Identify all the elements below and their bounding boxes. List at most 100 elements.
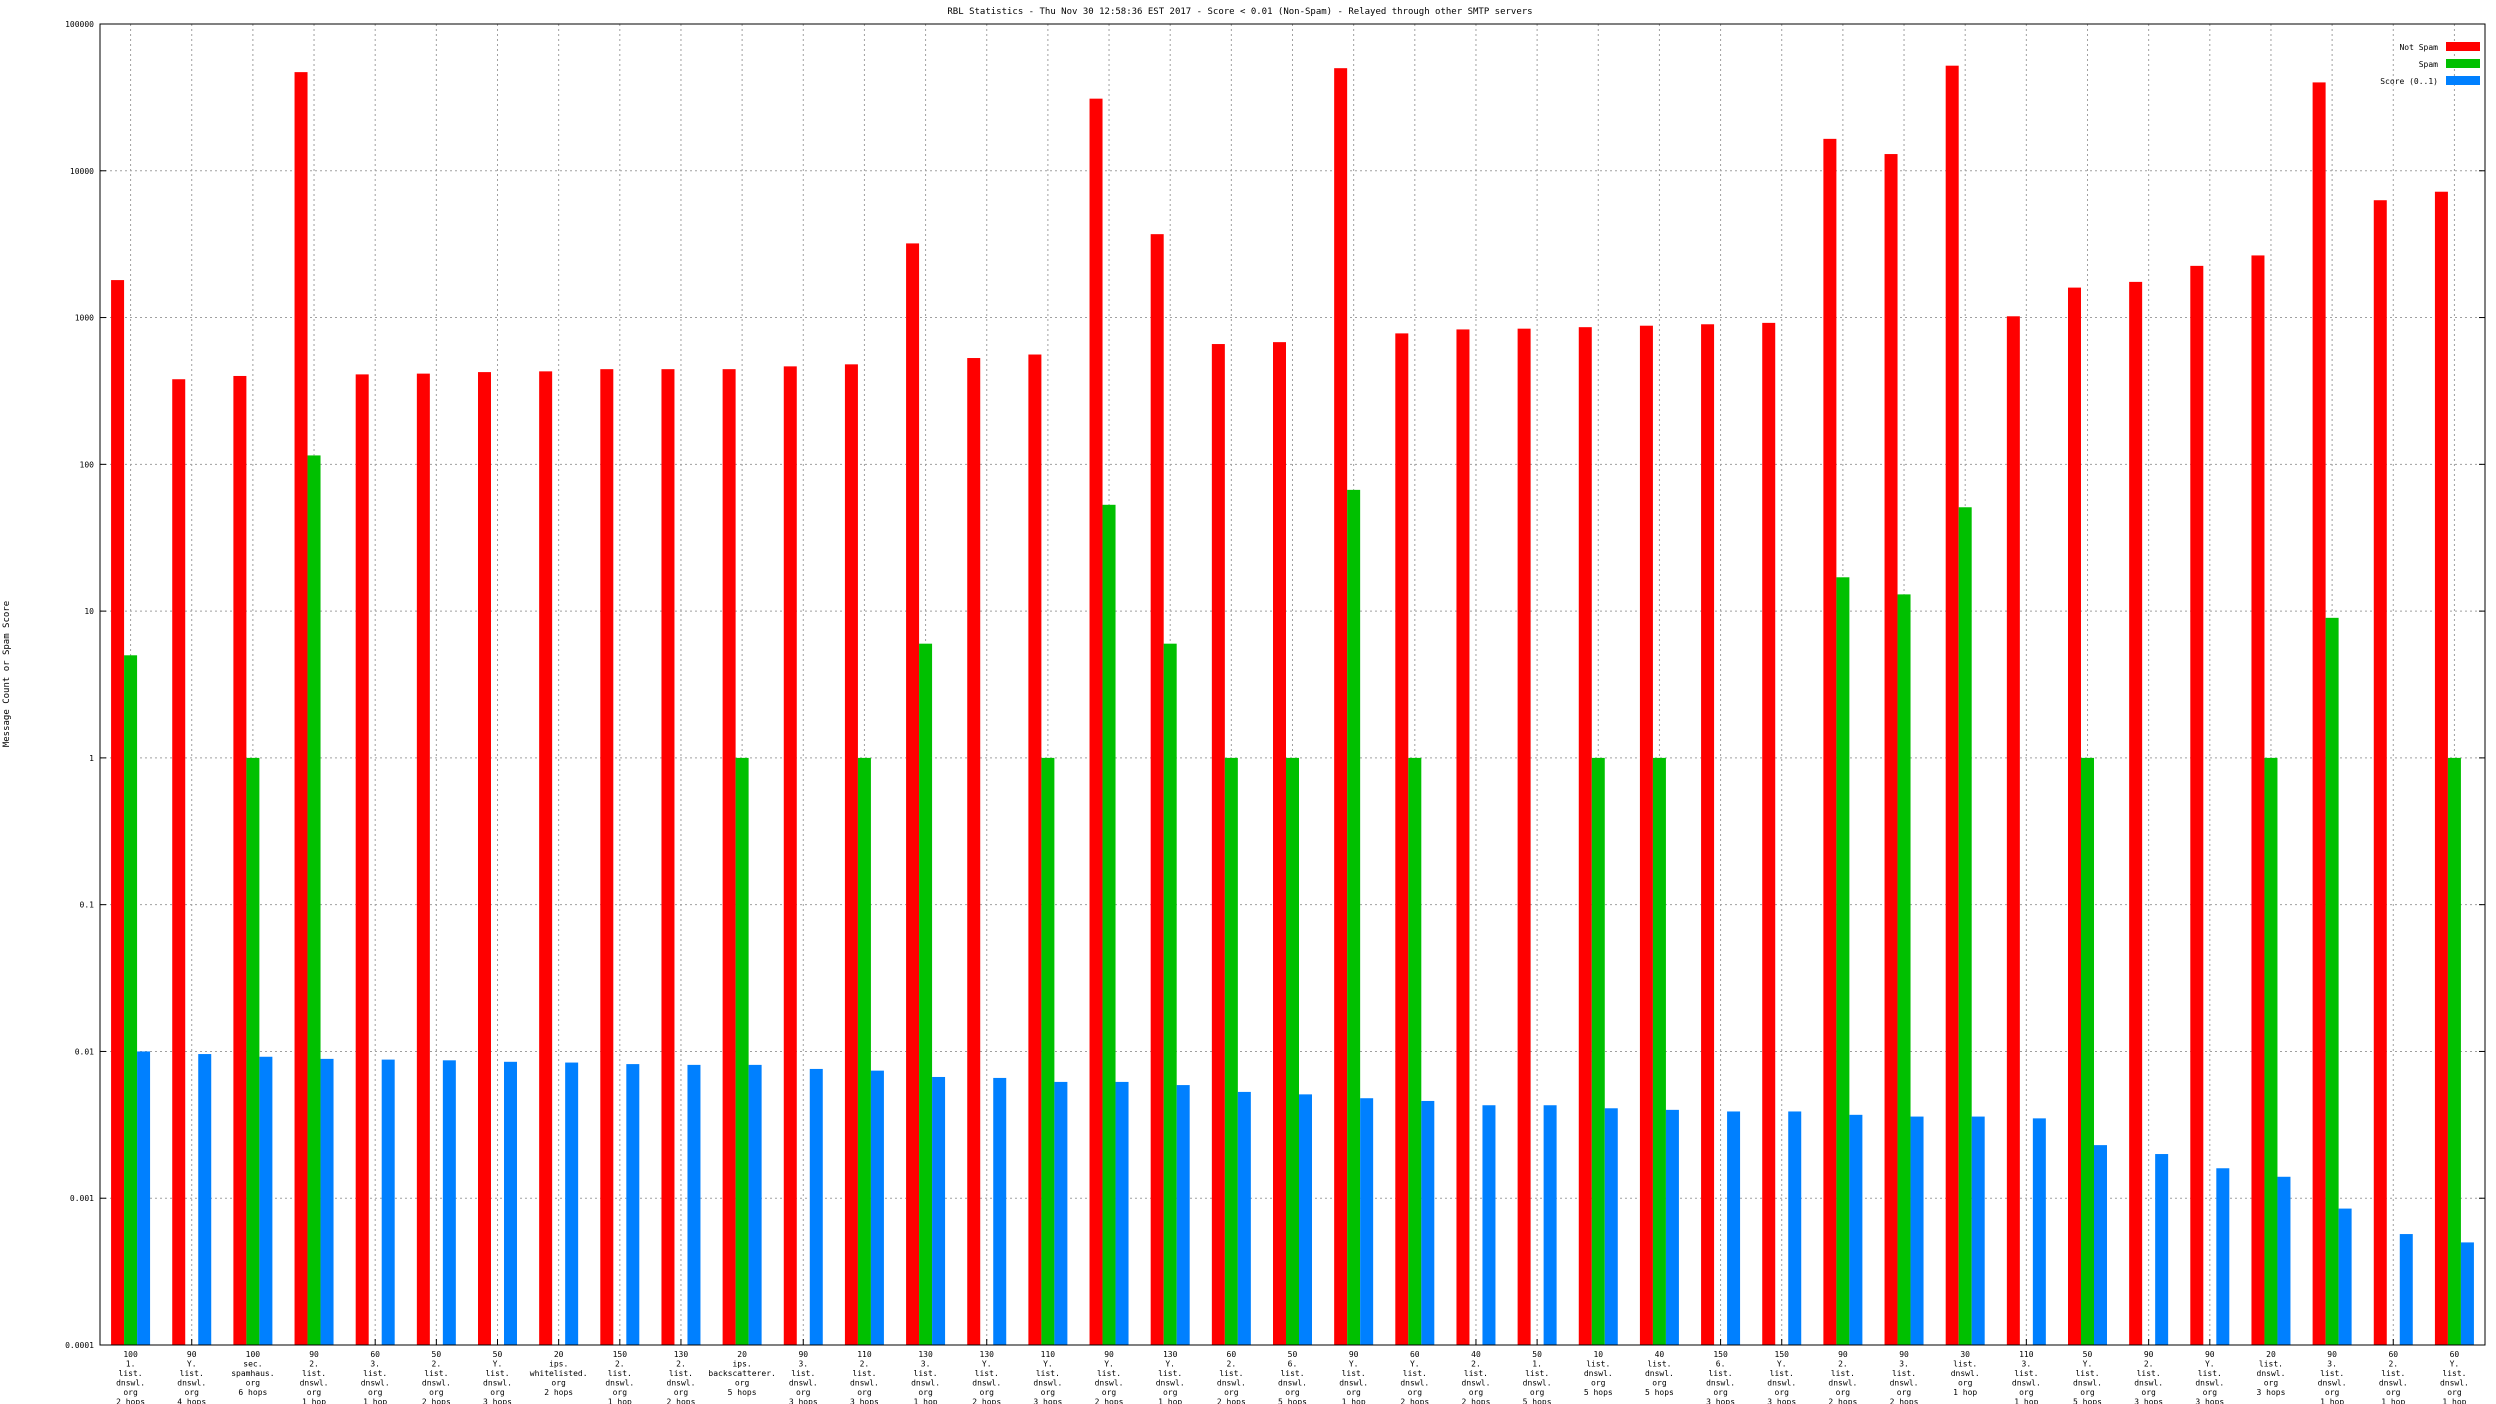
y-tick-label: 10000 bbox=[70, 167, 94, 176]
bar bbox=[1456, 329, 1470, 1345]
x-tick-label: 60 2. list. dnswl. org 2 hops bbox=[1217, 1350, 1246, 1404]
x-tick-label-line: dnswl. bbox=[2073, 1379, 2102, 1388]
x-tick-label-line: org bbox=[1102, 1388, 1117, 1397]
bar bbox=[1224, 757, 1238, 1345]
x-tick-label: 60 Y. list. dnswl. org 2 hops bbox=[1400, 1350, 1429, 1404]
bar bbox=[809, 1068, 823, 1345]
chart-title: RBL Statistics - Thu Nov 30 12:58:36 EST… bbox=[947, 7, 1532, 17]
x-tick-label-line: 3 hops bbox=[850, 1398, 879, 1404]
x-tick-label-line: org bbox=[307, 1388, 322, 1397]
x-tick-label-line: 2. bbox=[432, 1360, 442, 1369]
y-tick-label: 0.01 bbox=[75, 1047, 94, 1056]
x-tick-label-line: org bbox=[2203, 1388, 2218, 1397]
x-tick-label-line: sec. bbox=[243, 1360, 262, 1369]
x-tick-label-line: spamhaus. bbox=[231, 1369, 274, 1378]
bar bbox=[1054, 1081, 1068, 1345]
x-tick-label-line: 5 hops bbox=[1523, 1398, 1552, 1404]
y-tick-label: 1000 bbox=[75, 314, 94, 323]
y-tick-label: 100000 bbox=[65, 20, 94, 29]
x-tick-label-line: list. bbox=[363, 1369, 387, 1378]
x-tick-label-line: org bbox=[2325, 1388, 2340, 1397]
x-tick-label: 90 Y. list. dnswl. org 3 hops bbox=[2195, 1350, 2224, 1404]
bar bbox=[1543, 1105, 1557, 1345]
x-tick-label-line: list. bbox=[1158, 1369, 1182, 1378]
x-tick-label-line: list. bbox=[1342, 1369, 1366, 1378]
x-tick-label: 40 2. list. dnswl. org 2 hops bbox=[1462, 1350, 1491, 1404]
bar bbox=[2155, 1154, 2169, 1345]
bar bbox=[1517, 328, 1531, 1345]
bar bbox=[600, 369, 614, 1346]
y-tick-label: 0.0001 bbox=[65, 1341, 94, 1350]
x-tick-label-line: list. bbox=[302, 1369, 326, 1378]
x-tick-label: 40 list. dnswl. org 5 hops bbox=[1645, 1350, 1674, 1397]
x-tick-label-line: 2 hops bbox=[1890, 1398, 1919, 1404]
x-tick-label-line: list. bbox=[1770, 1369, 1794, 1378]
bar bbox=[1727, 1111, 1741, 1345]
bar bbox=[416, 373, 430, 1345]
bar bbox=[687, 1064, 701, 1345]
bar bbox=[246, 757, 260, 1345]
x-tick-label-line: 3 hops bbox=[2134, 1398, 2163, 1404]
x-tick-label-line: dnswl. bbox=[361, 1379, 390, 1388]
x-tick-label-line: 4 hops bbox=[177, 1398, 206, 1404]
x-tick-label-line: org bbox=[551, 1379, 566, 1388]
x-tick-label-line: list. bbox=[2320, 1369, 2344, 1378]
x-tick-label-line: Y. bbox=[187, 1360, 197, 1369]
legend: Not Spam Spam Score (0..1) bbox=[2380, 42, 2480, 86]
bar bbox=[442, 1060, 456, 1345]
legend-label: Score (0..1) bbox=[2380, 77, 2438, 86]
x-tick-label-line: 20 bbox=[554, 1350, 564, 1359]
bar bbox=[1089, 98, 1103, 1346]
x-tick-label-line: dnswl. bbox=[2195, 1379, 2224, 1388]
x-tick-label-line: list. bbox=[180, 1369, 204, 1378]
x-tick-label: 90 2. list. dnswl. org 3 hops bbox=[2134, 1350, 2163, 1404]
legend-swatch bbox=[2446, 42, 2480, 51]
x-tick-label-line: 2 hops bbox=[544, 1388, 573, 1397]
x-tick-label: 30 list. dnswl. org 1 hop bbox=[1951, 1350, 1980, 1397]
bars bbox=[111, 65, 2474, 1346]
bar bbox=[1115, 1081, 1129, 1345]
y-tick-label: 0.001 bbox=[70, 1194, 94, 1203]
bar bbox=[504, 1061, 517, 1345]
bar bbox=[1910, 1116, 1924, 1345]
bar bbox=[172, 379, 186, 1345]
x-tick-label-line: Y. bbox=[493, 1360, 503, 1369]
x-tick-label-line: org bbox=[2080, 1388, 2095, 1397]
bar bbox=[2032, 1118, 2046, 1345]
x-tick-label-line: list. bbox=[2014, 1369, 2038, 1378]
x-tick-label-line: 1 hop bbox=[1953, 1388, 1977, 1397]
bar bbox=[735, 757, 749, 1345]
bar bbox=[1823, 138, 1837, 1346]
bar bbox=[259, 1056, 273, 1345]
x-tick-label-line: list. bbox=[852, 1369, 876, 1378]
x-tick-label-line: list. bbox=[791, 1369, 815, 1378]
bar bbox=[2312, 82, 2326, 1346]
x-tick-label-line: 2 hops bbox=[1462, 1398, 1491, 1404]
x-tick-label: 90 2. list. dnswl. org 1 hop bbox=[300, 1350, 329, 1404]
x-tick-label-line: 110 bbox=[857, 1350, 872, 1359]
bar bbox=[1604, 1108, 1618, 1345]
x-tick-label: 50 2. list. dnswl. org 2 hops bbox=[422, 1350, 451, 1404]
x-tick-label-line: 50 bbox=[2083, 1350, 2093, 1359]
x-tick-label-line: 3 hops bbox=[1767, 1398, 1796, 1404]
x-tick-label-line: 6. bbox=[1716, 1360, 1726, 1369]
x-tick-label-line: dnswl. bbox=[1584, 1369, 1613, 1378]
x-tick-label-line: 6. bbox=[1288, 1360, 1298, 1369]
x-tick-label-line: dnswl. bbox=[1095, 1379, 1124, 1388]
x-tick-label-line: 110 bbox=[2019, 1350, 2034, 1359]
x-tick-label-line: dnswl. bbox=[177, 1379, 206, 1388]
x-tick-label-line: dnswl. bbox=[1033, 1379, 1062, 1388]
x-tick-label-line: 6 hops bbox=[238, 1388, 267, 1397]
x-tick-label-line: org bbox=[1775, 1388, 1790, 1397]
x-tick-label-line: 50 bbox=[432, 1350, 442, 1359]
bar bbox=[1762, 322, 1776, 1345]
x-tick-label: 90 Y. list. dnswl. org 1 hop bbox=[1339, 1350, 1368, 1404]
x-tick-label-line: list. bbox=[424, 1369, 448, 1378]
x-tick-label-line: org bbox=[857, 1388, 872, 1397]
bar bbox=[1578, 327, 1592, 1345]
bar bbox=[124, 655, 138, 1345]
x-tick-label-line: ips. bbox=[732, 1360, 751, 1369]
x-tick-label-line: org bbox=[2264, 1379, 2279, 1388]
legend-label: Not Spam bbox=[2399, 43, 2438, 52]
